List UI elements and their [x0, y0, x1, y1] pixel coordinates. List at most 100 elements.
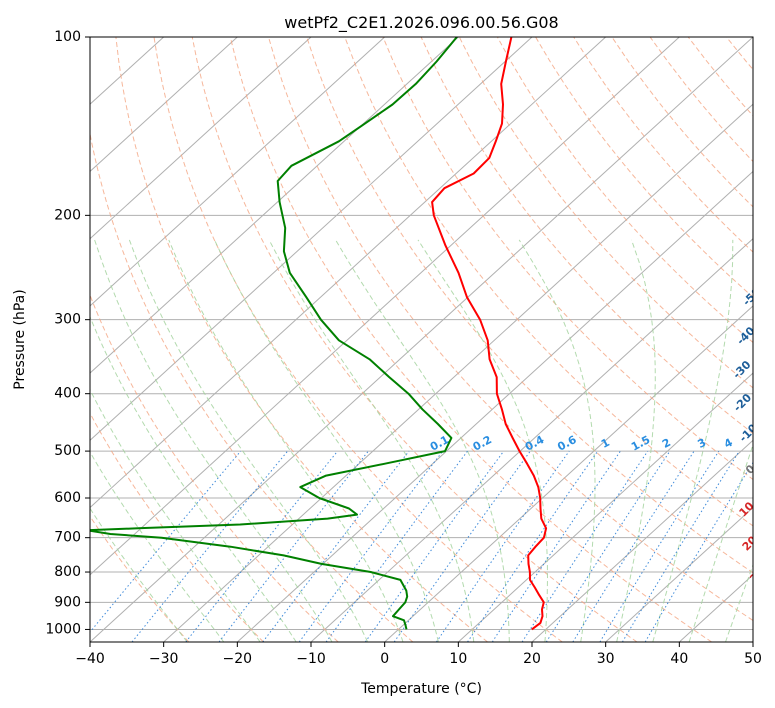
- y-axis-label: Pressure (hPa): [12, 289, 28, 389]
- moist-adiabat-line: [90, 388, 261, 642]
- dry-adiabat-line: [90, 412, 264, 642]
- y-tick-label: 800: [54, 564, 81, 580]
- x-tick-label: −30: [149, 651, 179, 667]
- dry-adiabat-label: -30: [730, 358, 753, 381]
- mixing-ratio-line: [621, 450, 740, 642]
- dry-adiabat-label: -10: [737, 421, 760, 444]
- moist-adiabat-line: [94, 239, 333, 642]
- isotherm-line: [163, 103, 753, 642]
- y-tick-label: 400: [54, 386, 81, 402]
- dry-adiabat-line: [535, 37, 753, 298]
- dry-adiabat-label: -60: [758, 237, 775, 260]
- isotherm-line: [90, 37, 533, 442]
- mixing-ratio-label: 0.6: [555, 433, 579, 454]
- x-tick-label: −10: [296, 651, 326, 667]
- dewpoint-profile-line: [90, 37, 458, 630]
- dry-adiabat-line: [268, 37, 753, 622]
- y-tick-label: 500: [54, 443, 81, 459]
- mixing-ratio-line: [467, 450, 599, 642]
- mixing-ratio-label: 0.2: [471, 433, 494, 454]
- moist-adiabat-line: [688, 442, 753, 642]
- dry-adiabat-line: [687, 37, 753, 117]
- mixing-ratio-lines: [90, 450, 753, 642]
- mixing-ratio-line: [218, 450, 369, 642]
- mixing-ratio-line: [599, 450, 720, 642]
- dry-adiabat-line: [306, 37, 753, 574]
- dry-adiabat-line: [649, 37, 753, 163]
- y-tick-label: 700: [54, 530, 81, 546]
- mixing-ratio-line: [185, 450, 338, 642]
- moist-adiabat-line: [616, 239, 656, 642]
- isotherm-line: [605, 506, 753, 642]
- y-axis-ticks: 100 200 300 400 500 600 700 800 900 1000: [45, 29, 90, 637]
- moist-adiabat-line: [518, 239, 596, 642]
- chart-title: wetPf2_C2E1.2026.096.00.56.G08: [284, 13, 558, 33]
- mixing-ratio-label: 0.4: [523, 433, 547, 454]
- isotherm-line: [236, 170, 753, 642]
- moist-adiabat-line: [268, 239, 475, 642]
- dry-adiabat-line: [229, 37, 712, 642]
- isotherm-line: [90, 37, 680, 576]
- isotherm-line: [90, 37, 238, 173]
- dry-adiabat-label: -40: [734, 324, 757, 347]
- y-tick-label: 300: [54, 312, 81, 328]
- y-tick-label: 100: [54, 29, 81, 45]
- isobar-gridlines: [90, 37, 753, 630]
- dry-adiabat-line: [115, 37, 488, 642]
- isotherm-line: [90, 37, 312, 240]
- mixing-ratio-line: [90, 450, 242, 633]
- x-tick-label: −40: [75, 651, 105, 667]
- dry-adiabat-line: [382, 37, 753, 481]
- isotherm-line: [90, 37, 753, 642]
- x-tick-label: 40: [670, 651, 688, 667]
- moist-adiabat-line: [417, 239, 549, 642]
- mixing-ratio-line: [131, 450, 288, 642]
- moist-adiabat-label: 20: [740, 533, 760, 553]
- moist-adiabat-line: [90, 315, 297, 642]
- y-tick-label: 900: [54, 594, 81, 610]
- x-tick-label: −20: [223, 651, 253, 667]
- dry-adiabat-label: -50: [740, 285, 763, 308]
- dry-adiabat-label: -20: [731, 391, 754, 414]
- moist-adiabat-line: [168, 239, 404, 642]
- x-tick-label: 20: [523, 651, 541, 667]
- moist-adiabat-label: 40: [755, 595, 775, 615]
- plot-area: -100-90-80-70-60-50-40-30-20-100.10.20.4…: [90, 37, 775, 642]
- moist-adiabat-label: 30: [747, 565, 767, 585]
- moist-adiabat-line: [725, 563, 753, 642]
- dry-adiabat-line: [90, 515, 190, 642]
- mixing-ratio-line: [393, 450, 531, 642]
- skewed-isotherms: [90, 37, 753, 642]
- isotherm-line: [752, 641, 753, 642]
- mixing-ratio-line: [521, 450, 649, 642]
- isotherm-line: [90, 37, 607, 509]
- mixing-ratio-line: [325, 450, 468, 642]
- x-tick-label: 0: [380, 651, 389, 667]
- x-tick-label: 50: [744, 651, 762, 667]
- mixing-ratio-line: [545, 450, 671, 642]
- moist-adiabat-label: 0: [743, 462, 758, 477]
- mixing-ratio-line: [491, 450, 621, 642]
- isotherm-line: [457, 372, 753, 642]
- mixing-ratio-line: [435, 450, 570, 642]
- mixing-ratio-line: [262, 450, 410, 642]
- x-axis-ticks: −40 −30 −20 −10 0 10 20 30 40 50: [75, 642, 762, 667]
- y-tick-label: 1000: [45, 621, 81, 637]
- mixing-ratio-label: 1: [599, 436, 612, 451]
- moist-adiabat-line: [90, 450, 225, 642]
- mixing-ratio-label: 4: [722, 436, 735, 451]
- isotherm-line: [531, 439, 753, 642]
- x-axis-label: Temperature (°C): [360, 681, 482, 697]
- moist-adiabat-line: [128, 239, 369, 642]
- moist-adiabat-line: [90, 507, 188, 642]
- dry-adiabat-line: [191, 37, 638, 642]
- x-tick-label: 10: [449, 651, 467, 667]
- dry-adiabat-line: [496, 37, 753, 344]
- y-tick-label: 600: [54, 490, 81, 506]
- mixing-ratio-line: [298, 450, 444, 642]
- mixing-ratio-label: 6: [760, 436, 773, 451]
- temperature-profile-line: [431, 37, 548, 631]
- x-tick-label: 30: [597, 651, 615, 667]
- moist-adiabats: [90, 239, 753, 642]
